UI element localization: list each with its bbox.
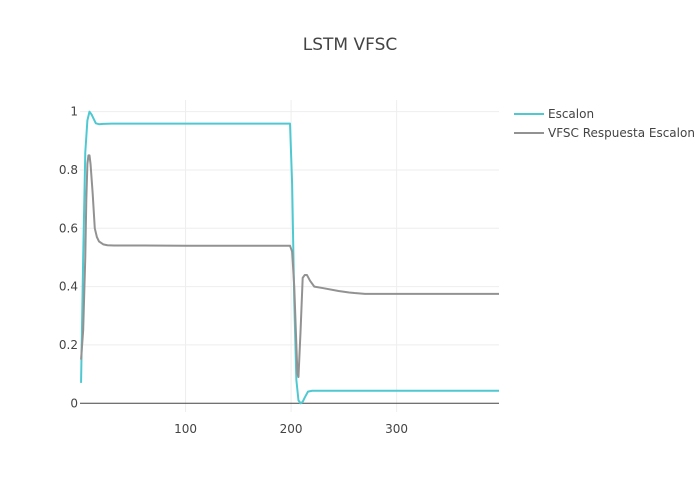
x-tick-label: 300 bbox=[385, 422, 408, 436]
series-lines bbox=[80, 110, 499, 405]
series-line-1 bbox=[80, 110, 499, 405]
legend-item-2[interactable]: VFSC Respuesta Escalon bbox=[514, 126, 695, 140]
chart-title: LSTM VFSC bbox=[303, 35, 398, 55]
y-tick-label: 0.4 bbox=[59, 280, 78, 294]
grid-lines bbox=[80, 100, 499, 412]
axes: 0 0.2 0.4 0.6 0.8 1 100 200 300 bbox=[59, 105, 499, 436]
series-line-2 bbox=[80, 154, 499, 379]
legend-label: VFSC Respuesta Escalon bbox=[548, 126, 695, 140]
y-tick-label: 0.2 bbox=[59, 338, 78, 352]
y-tick-label: 0.8 bbox=[59, 163, 78, 177]
x-tick-label: 200 bbox=[280, 422, 303, 436]
legend[interactable]: Escalon VFSC Respuesta Escalon bbox=[514, 107, 695, 140]
x-tick-label: 100 bbox=[174, 422, 197, 436]
y-tick-label: 1 bbox=[70, 105, 78, 119]
y-tick-label: 0 bbox=[70, 396, 78, 410]
legend-item-1[interactable]: Escalon bbox=[514, 107, 594, 121]
legend-label: Escalon bbox=[548, 107, 594, 121]
y-tick-label: 0.6 bbox=[59, 221, 78, 235]
